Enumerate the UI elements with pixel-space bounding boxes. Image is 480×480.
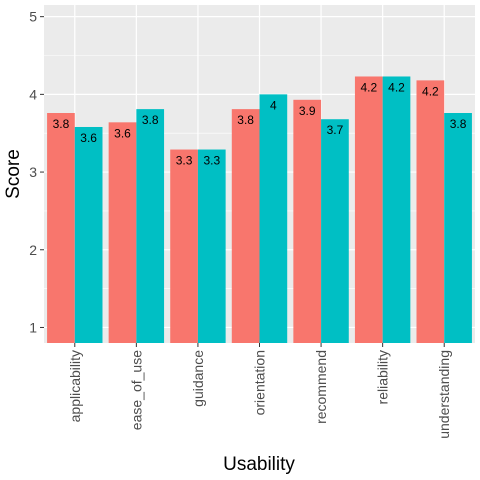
data-label-1-applicability: 3.8 — [53, 117, 70, 131]
y-axis-title: Score — [3, 149, 24, 199]
bar-1-understanding — [417, 80, 445, 343]
bar-2-understanding — [444, 113, 472, 343]
data-label-1-orientation: 3.8 — [237, 113, 254, 127]
x-tick-label-applicability: applicability — [67, 350, 83, 422]
bar-1-guidance — [170, 150, 198, 343]
bar-1-ease_of_use — [109, 122, 137, 343]
bar-1-reliability — [355, 76, 383, 343]
bar-1-applicability — [47, 113, 75, 343]
data-label-2-guidance: 3.3 — [203, 154, 220, 168]
data-label-2-applicability: 3.6 — [80, 131, 97, 145]
y-tick-label: 4 — [29, 86, 37, 102]
bar-1-recommend — [293, 100, 321, 343]
x-axis: applicability ease_of_use guidance orientat… — [67, 343, 452, 439]
data-label-2-ease_of_use: 3.8 — [142, 113, 159, 127]
x-tick-label-reliability: reliability — [375, 350, 391, 404]
data-label-1-recommend: 3.9 — [299, 104, 316, 118]
y-tick-label: 3 — [29, 164, 37, 180]
bar-2-ease_of_use — [136, 109, 164, 343]
data-label-2-recommend: 3.7 — [327, 123, 344, 137]
data-label-1-guidance: 3.3 — [176, 154, 193, 168]
data-label-1-reliability: 4.2 — [360, 80, 377, 94]
data-label-2-reliability: 4.2 — [388, 80, 405, 94]
bar-2-reliability — [383, 76, 411, 343]
bar-2-applicability — [75, 127, 103, 343]
bar-2-recommend — [321, 119, 349, 343]
x-axis-title: Usability — [223, 454, 295, 475]
bar-2-orientation — [260, 94, 288, 343]
y-axis: 1 2 3 4 5 — [29, 9, 44, 336]
x-tick-label-recommend: recommend — [313, 350, 329, 424]
y-tick-label: 2 — [29, 242, 37, 258]
y-tick-label: 5 — [29, 9, 37, 25]
bar-1-orientation — [232, 109, 260, 343]
x-tick-label-understanding: understanding — [436, 350, 452, 439]
x-tick-label-ease_of_use: ease_of_use — [128, 350, 144, 430]
data-label-1-ease_of_use: 3.6 — [114, 126, 131, 140]
data-label-2-orientation: 4 — [270, 98, 277, 112]
x-tick-label-orientation: orientation — [252, 350, 268, 415]
data-label-2-understanding: 3.8 — [450, 117, 467, 131]
data-label-1-understanding: 4.2 — [422, 84, 439, 98]
y-tick-label: 1 — [29, 319, 37, 335]
x-tick-label-guidance: guidance — [190, 350, 206, 407]
bar-2-guidance — [198, 150, 226, 343]
